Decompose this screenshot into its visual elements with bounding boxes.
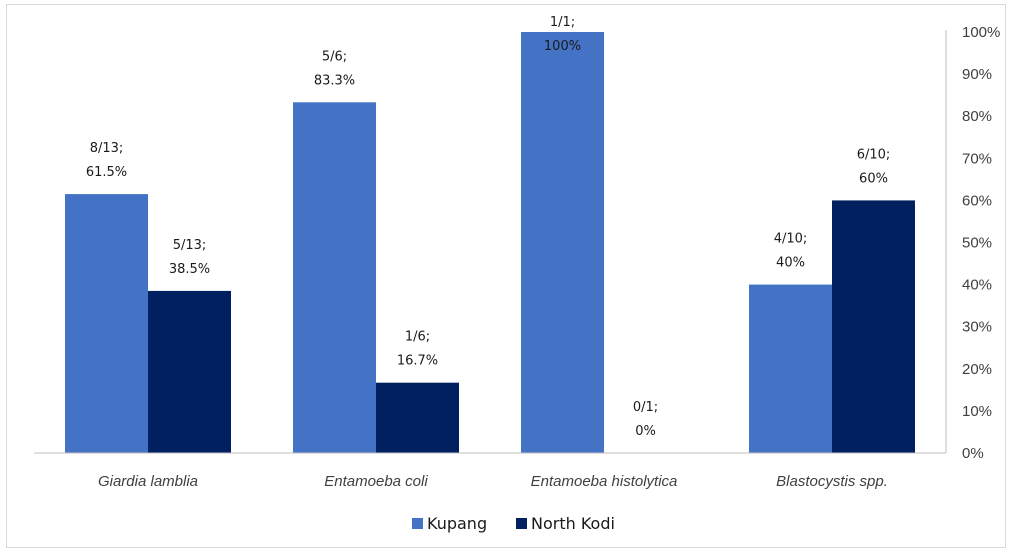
data-label-percent: 40% (776, 256, 805, 271)
y-tick-label: 30% (962, 319, 992, 336)
x-category-label: Blastocystis spp. (776, 473, 888, 490)
data-label-fraction: 8/13; (90, 141, 124, 156)
data-labels: 8/13; 61.5% 5/13; 38.5% 5/6; 83.3% 1/6; 16.7% 1/… (86, 15, 890, 439)
x-category-label: Giardia lamblia (98, 473, 198, 490)
data-label-fraction: 5/13; (173, 238, 207, 253)
data-label-percent: 61.5% (86, 165, 127, 180)
x-axis: Giardia lamblia Entamoeba coli Entamoeba h… (34, 452, 946, 490)
bars (65, 32, 915, 453)
data-label-percent: 100% (544, 39, 581, 54)
data-label-fraction: 1/1; (550, 15, 575, 30)
y-tick-label: 70% (962, 150, 992, 167)
y-axis: 0% 10% 20% 30% 40% 50% 60% 70% 80% 90% 100% (945, 24, 1000, 462)
data-label-percent: 83.3% (314, 73, 355, 88)
y-tick-label: 20% (962, 361, 992, 378)
x-category-label: Entamoeba histolytica (531, 473, 678, 490)
y-tick-label: 0% (962, 445, 984, 462)
data-label-percent: 16.7% (397, 354, 438, 369)
x-category-label: Entamoeba coli (324, 473, 428, 490)
data-label-percent: 38.5% (169, 262, 210, 277)
bar-kupang (293, 102, 376, 453)
data-label-fraction: 4/10; (774, 232, 808, 247)
legend-swatch (516, 518, 527, 529)
y-tick-label: 10% (962, 403, 992, 420)
data-label-fraction: 6/10; (857, 147, 891, 162)
legend-label: Kupang (427, 514, 487, 533)
legend: Kupang North Kodi (412, 514, 615, 533)
y-tick-label: 50% (962, 235, 992, 252)
data-label-fraction: 0/1; (633, 400, 658, 415)
bar-north-kodi (376, 382, 459, 453)
bar-north-kodi (148, 290, 231, 453)
bar-kupang (65, 194, 148, 453)
bar-north-kodi (832, 200, 915, 453)
y-tick-label: 40% (962, 277, 992, 294)
y-tick-label: 90% (962, 66, 992, 83)
bar-kupang (521, 32, 604, 453)
data-label-fraction: 1/6; (405, 330, 430, 345)
data-label-fraction: 5/6; (322, 49, 347, 64)
y-tick-label: 100% (962, 24, 1000, 41)
legend-swatch (412, 518, 423, 529)
y-tick-label: 60% (962, 192, 992, 209)
legend-label: North Kodi (531, 514, 615, 533)
data-label-percent: 0% (635, 424, 656, 439)
bar-kupang (749, 284, 832, 453)
y-tick-label: 80% (962, 108, 992, 125)
data-label-percent: 60% (859, 171, 888, 186)
